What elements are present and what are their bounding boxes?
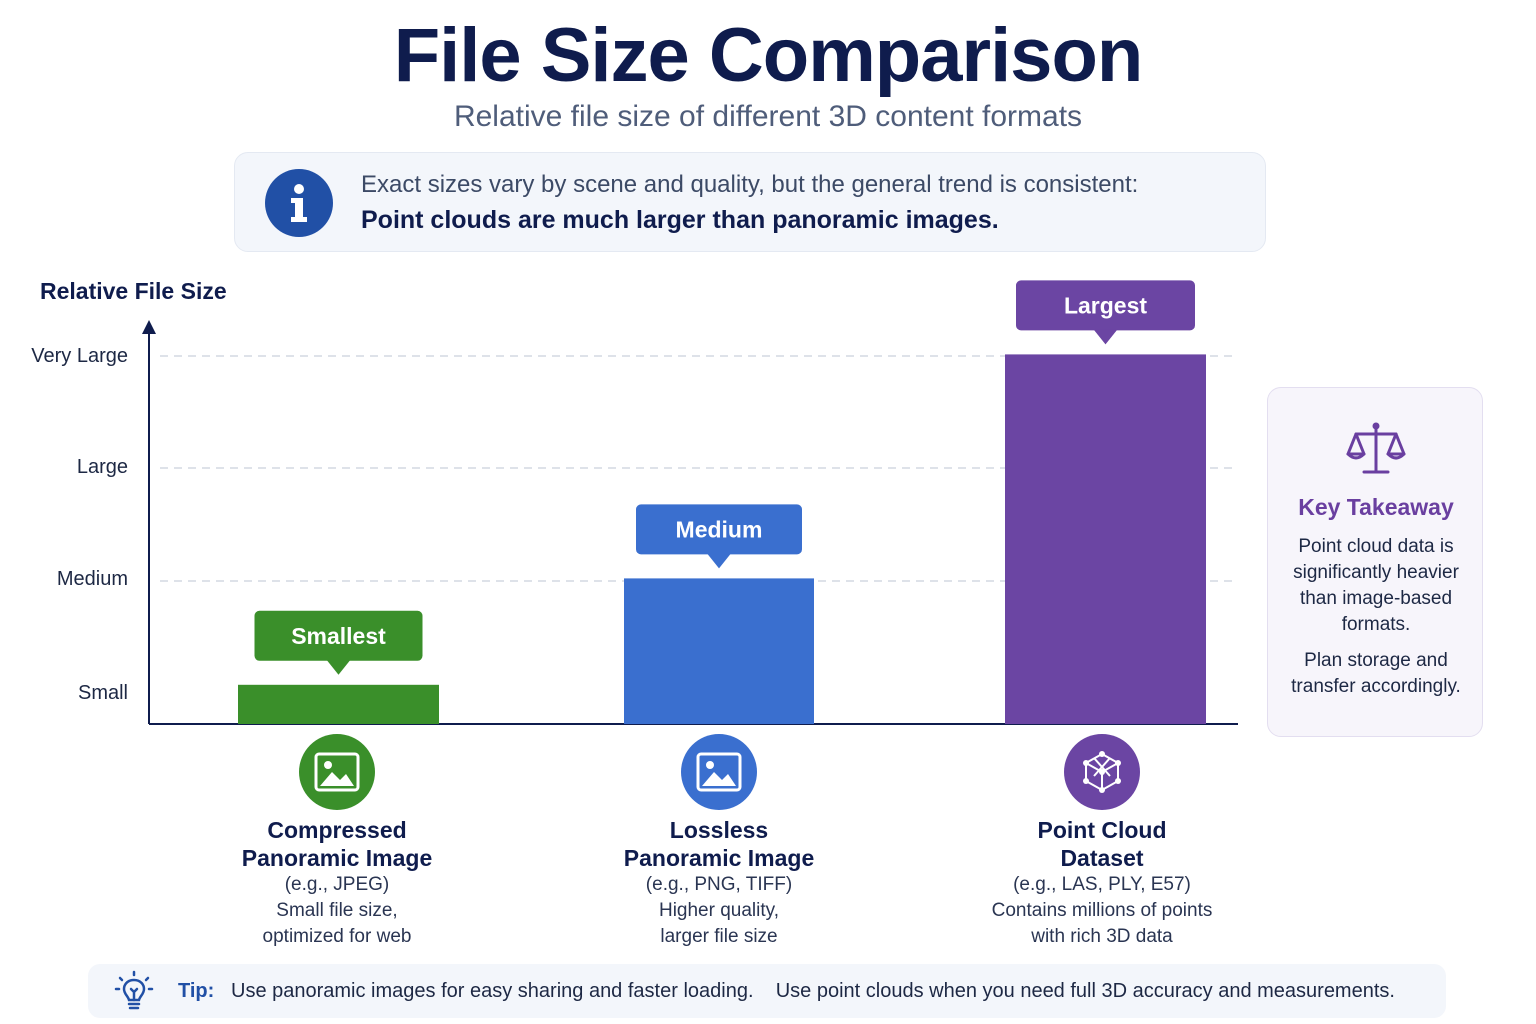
- lightbulb-icon: [114, 970, 154, 1010]
- bar: [1005, 354, 1206, 724]
- data-label: Smallest: [254, 610, 423, 675]
- data-label-text: Smallest: [291, 623, 386, 649]
- data-label: Largest: [1016, 280, 1195, 345]
- category-desc: larger file size: [660, 926, 778, 947]
- data-label-text: Largest: [1064, 292, 1147, 318]
- category-desc: with rich 3D data: [1031, 926, 1173, 947]
- info-icon: [265, 169, 333, 237]
- category-name: Lossless: [669, 817, 769, 843]
- page-title: File Size Comparison: [393, 13, 1144, 98]
- scales-icon: [1346, 422, 1406, 474]
- y-axis-arrow-icon: [142, 320, 156, 334]
- image-icon: [681, 734, 757, 810]
- category-example: (e.g., PNG, TIFF): [645, 874, 793, 895]
- y-tick-label: Large: [76, 456, 128, 478]
- y-tick-label: Medium: [56, 568, 128, 590]
- y-tick-label: Small: [77, 682, 128, 704]
- tip-bar: Tip: Use panoramic images for easy shari…: [88, 964, 1446, 1018]
- tip-text: Use panoramic images for easy sharing an…: [231, 980, 1395, 1002]
- tip-label: Tip:: [178, 980, 215, 1002]
- category-example: (e.g., LAS, PLY, E57): [1013, 874, 1191, 895]
- y-tick-label: Very Large: [31, 345, 128, 367]
- image-icon: [299, 734, 375, 810]
- category-name: Point Cloud: [1037, 817, 1167, 843]
- info-text: Exact sizes vary by scene and quality, b…: [361, 171, 1139, 198]
- y-axis-title: Relative File Size: [40, 278, 227, 304]
- key-takeaway-card: Key Takeaway Point cloud data is signifi…: [1267, 387, 1483, 737]
- page-subtitle: Relative file size of different 3D conte…: [453, 100, 1083, 133]
- category-name: Panoramic Image: [623, 845, 815, 871]
- category-desc: Small file size,: [276, 900, 398, 921]
- takeaway-title: Key Takeaway: [1298, 494, 1454, 520]
- category-desc: Contains millions of points: [991, 900, 1213, 921]
- category-example: (e.g., JPEG): [284, 874, 390, 895]
- info-emphasis: Point clouds are much larger than panora…: [361, 206, 999, 234]
- category-desc: Higher quality,: [658, 900, 780, 921]
- takeaway-text: Point cloud data is significantly heavie…: [1293, 536, 1459, 635]
- takeaway-text: Plan storage and transfer accordingly.: [1291, 650, 1461, 697]
- category-name: Dataset: [1060, 845, 1144, 871]
- category-desc: optimized for web: [262, 926, 412, 947]
- data-label: Medium: [636, 504, 802, 569]
- info-box: Exact sizes vary by scene and quality, b…: [234, 152, 1266, 252]
- category-name: Compressed: [267, 817, 407, 843]
- cube-network-icon: [1064, 734, 1140, 810]
- data-label-text: Medium: [676, 516, 763, 542]
- bar: [238, 684, 439, 724]
- category-name: Panoramic Image: [241, 845, 433, 871]
- bar: [624, 578, 814, 724]
